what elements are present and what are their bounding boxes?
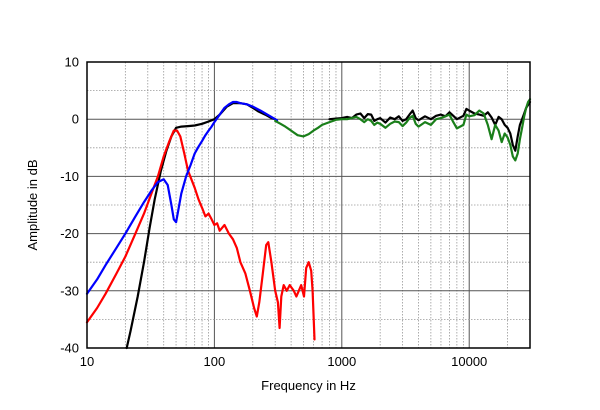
plot-frame xyxy=(86,61,531,349)
y-tick-label: -40 xyxy=(60,341,79,356)
x-tick-labels: 10 100 1000 10000 xyxy=(80,354,488,369)
y-tick-label: 0 xyxy=(72,112,79,127)
series-line-black-high xyxy=(328,100,532,152)
series-line-green xyxy=(274,98,532,162)
y-tick-label: -10 xyxy=(60,169,79,184)
y-tick-label: 10 xyxy=(65,55,79,70)
series-line-red xyxy=(85,129,316,341)
y-tick-label: -20 xyxy=(60,226,79,241)
series-line-blue xyxy=(85,100,279,295)
grid xyxy=(87,62,530,348)
y-axis-title: Amplitude in dB xyxy=(25,159,40,250)
x-tick-label: 1000 xyxy=(327,354,356,369)
y-tick-labels: 10 0 -10 -20 -30 -40 xyxy=(60,55,79,356)
x-tick-label: 100 xyxy=(204,354,226,369)
x-tick-label: 10 xyxy=(80,354,94,369)
y-tick-label: -30 xyxy=(60,283,79,298)
series-layer xyxy=(85,98,532,350)
x-tick-label: 10000 xyxy=(451,354,487,369)
x-axis-title: Frequency in Hz xyxy=(261,378,356,393)
